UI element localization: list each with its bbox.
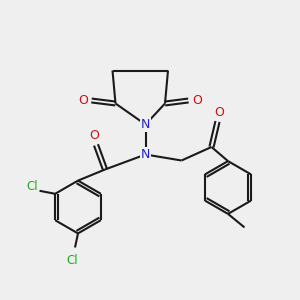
Text: O: O — [90, 129, 99, 142]
Text: N: N — [141, 118, 150, 131]
Text: O: O — [214, 106, 224, 119]
Text: N: N — [141, 148, 150, 161]
Text: O: O — [78, 94, 88, 107]
Text: Cl: Cl — [66, 254, 78, 267]
Text: Cl: Cl — [26, 180, 38, 193]
Text: O: O — [192, 94, 202, 107]
